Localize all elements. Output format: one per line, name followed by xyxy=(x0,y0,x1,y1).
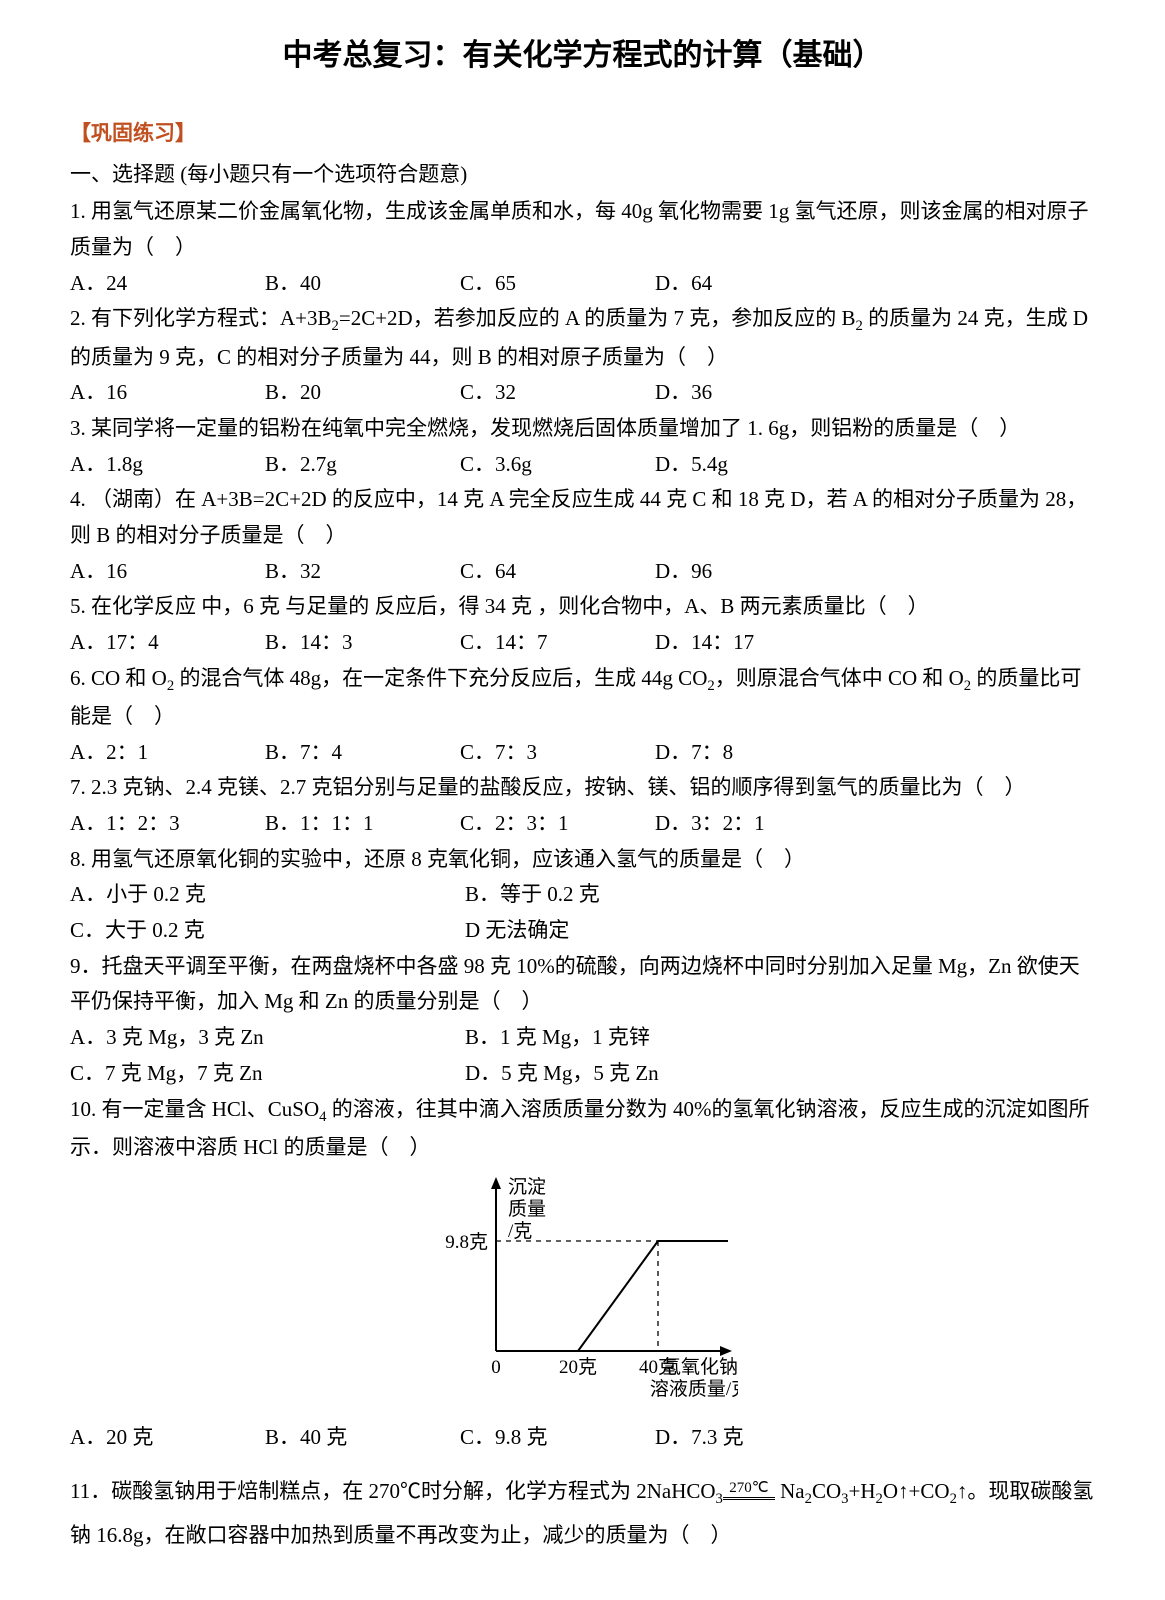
q2-opt-d: D．36 xyxy=(655,375,850,411)
q2-opt-c: C．32 xyxy=(460,375,655,411)
q5-opt-c: C．14：7 xyxy=(460,625,655,661)
q6-opt-b: B．7：4 xyxy=(265,735,460,771)
question-8-options-1: A．小于 0.2 克 B．等于 0.2 克 xyxy=(70,877,1095,913)
question-1: 1. 用氢气还原某二价金属氧化物，生成该金属单质和水，每 40g 氧化物需要 1… xyxy=(70,194,1095,265)
question-4-options: A．16 B．32 C．64 D．96 xyxy=(70,554,1095,590)
question-2: 2. 有下列化学方程式：A+3B2=2C+2D，若参加反应的 A 的质量为 7 … xyxy=(70,301,1095,375)
q4-opt-d: D．96 xyxy=(655,554,850,590)
q9-opt-b: B．1 克 Mg，1 克锌 xyxy=(465,1020,860,1056)
q8-opt-d: D 无法确定 xyxy=(465,913,860,949)
q6-s2: 2 xyxy=(707,678,714,694)
q11-s3: 3 xyxy=(841,1491,848,1507)
q2-opt-a: A．16 xyxy=(70,375,265,411)
q3-opt-d: D．5.4g xyxy=(655,447,850,483)
svg-text:/克: /克 xyxy=(508,1220,532,1242)
q11-s1: 3 xyxy=(716,1491,723,1507)
question-3: 3. 某同学将一定量的铝粉在纯氧中完全燃烧，发现燃烧后固体质量增加了 1. 6g… xyxy=(70,411,1095,447)
question-6-options: A．2：1 B．7：4 C．7：3 D．7：8 xyxy=(70,735,1095,771)
question-4: 4. （湖南）在 A+3B=2C+2D 的反应中，14 克 A 完全反应生成 4… xyxy=(70,482,1095,553)
q8-opt-c: C．大于 0.2 克 xyxy=(70,913,465,949)
cond-line xyxy=(723,1497,775,1500)
q5-opt-b: B．14：3 xyxy=(265,625,460,661)
q11-p2: Na xyxy=(775,1479,805,1503)
q11-s5: 2 xyxy=(950,1491,957,1507)
q5-opt-d: D．14：17 xyxy=(655,625,850,661)
q10-p1: 10. 有一定量含 HCl、CuSO xyxy=(70,1097,319,1121)
q3-opt-b: B．2.7g xyxy=(265,447,460,483)
question-2-options: A．16 B．20 C．32 D．36 xyxy=(70,375,1095,411)
q11-p3: CO xyxy=(812,1479,841,1503)
q6-p2: 的混合气体 48g，在一定条件下充分反应后，生成 44g CO xyxy=(174,666,707,690)
q9-opt-a: A．3 克 Mg，3 克 Zn xyxy=(70,1020,465,1056)
svg-text:0: 0 xyxy=(491,1357,501,1378)
q10-opt-a: A．20 克 xyxy=(70,1420,265,1456)
q2-p2: =2C+2D，若参加反应的 A 的质量为 7 克，参加反应的 B xyxy=(339,306,856,330)
svg-text:氢氧化钠: 氢氧化钠 xyxy=(661,1356,737,1378)
reaction-condition: 270℃ xyxy=(723,1481,775,1501)
svg-text:溶液质量/克: 溶液质量/克 xyxy=(649,1378,737,1400)
q7-opt-c: C．2：3：1 xyxy=(460,806,655,842)
q1-opt-d: D．64 xyxy=(655,266,850,302)
question-1-options: A．24 B．40 C．65 D．64 xyxy=(70,266,1095,302)
question-8-options-2: C．大于 0.2 克 D 无法确定 xyxy=(70,913,1095,949)
q4-opt-a: A．16 xyxy=(70,554,265,590)
q11-s4: 2 xyxy=(876,1491,883,1507)
q2-p1: 2. 有下列化学方程式：A+3B xyxy=(70,306,332,330)
q7-opt-a: A．1：2：3 xyxy=(70,806,265,842)
q9-opt-d: D．5 克 Mg，5 克 Zn xyxy=(465,1056,860,1092)
q6-opt-c: C．7：3 xyxy=(460,735,655,771)
q5-opt-a: A．17：4 xyxy=(70,625,265,661)
chart-svg: 沉淀质量/克9.8克020克40克氢氧化钠溶液质量/克 xyxy=(428,1171,738,1406)
question-10-options: A．20 克 B．40 克 C．9.8 克 D．7.3 克 xyxy=(70,1420,1095,1456)
question-7-options: A．1：2：3 B．1：1：1 C．2：3：1 D．3：2：1 xyxy=(70,806,1095,842)
page-title: 中考总复习：有关化学方程式的计算（基础） xyxy=(70,30,1095,81)
q11-p5: O↑+CO xyxy=(883,1479,950,1503)
precipitate-chart: 沉淀质量/克9.8克020克40克氢氧化钠溶液质量/克 xyxy=(70,1171,1095,1418)
question-9-options-2: C．7 克 Mg，7 克 Zn D．5 克 Mg，5 克 Zn xyxy=(70,1056,1095,1092)
cond-temp: 270℃ xyxy=(723,1481,775,1496)
q11-s2: 2 xyxy=(805,1491,812,1507)
q2-sub2: 2 xyxy=(855,319,862,335)
svg-text:沉淀: 沉淀 xyxy=(508,1176,546,1198)
q1-opt-a: A．24 xyxy=(70,266,265,302)
q4-opt-c: C．64 xyxy=(460,554,655,590)
svg-text:质量: 质量 xyxy=(508,1198,546,1220)
question-5: 5. 在化学反应 中，6 克 与足量的 反应后，得 34 克 ，则化合物中，A、… xyxy=(70,589,1095,625)
q4-opt-b: B．32 xyxy=(265,554,460,590)
q8-opt-b: B．等于 0.2 克 xyxy=(465,877,860,913)
svg-text:9.8克: 9.8克 xyxy=(445,1231,488,1253)
question-8: 8. 用氢气还原氧化铜的实验中，还原 8 克氧化铜，应该通入氢气的质量是（ ） xyxy=(70,842,1095,878)
q2-sub1: 2 xyxy=(332,319,339,335)
question-9-options-1: A．3 克 Mg，3 克 Zn B．1 克 Mg，1 克锌 xyxy=(70,1020,1095,1056)
question-9: 9．托盘天平调至平衡，在两盘烧杯中各盛 98 克 10%的硫酸，向两边烧杯中同时… xyxy=(70,949,1095,1020)
q6-opt-d: D．7：8 xyxy=(655,735,850,771)
question-7: 7. 2.3 克钠、2.4 克镁、2.7 克铝分别与足量的盐酸反应，按钠、镁、铝… xyxy=(70,770,1095,806)
q9-opt-c: C．7 克 Mg，7 克 Zn xyxy=(70,1056,465,1092)
q6-opt-a: A．2：1 xyxy=(70,735,265,771)
question-11: 11．碳酸氢钠用于焙制糕点，在 270℃时分解，化学方程式为 2NaHCO327… xyxy=(70,1470,1095,1557)
question-10: 10. 有一定量含 HCl、CuSO4 的溶液，往其中滴入溶质质量分数为 40%… xyxy=(70,1092,1095,1166)
q10-opt-b: B．40 克 xyxy=(265,1420,460,1456)
q8-opt-a: A．小于 0.2 克 xyxy=(70,877,465,913)
q6-p3: ，则原混合气体中 CO 和 O xyxy=(715,666,964,690)
q7-opt-b: B．1：1：1 xyxy=(265,806,460,842)
q1-opt-c: C．65 xyxy=(460,266,655,302)
question-3-options: A．1.8g B．2.7g C．3.6g D．5.4g xyxy=(70,447,1095,483)
q1-opt-b: B．40 xyxy=(265,266,460,302)
q2-opt-b: B．20 xyxy=(265,375,460,411)
q6-p1: 6. CO 和 O xyxy=(70,666,167,690)
practice-label: 【巩固练习】 xyxy=(70,116,1095,152)
q7-opt-d: D．3：2：1 xyxy=(655,806,850,842)
q10-opt-d: D．7.3 克 xyxy=(655,1420,850,1456)
section-heading: 一、选择题 (每小题只有一个选项符合题意) xyxy=(70,157,1095,193)
q3-opt-a: A．1.8g xyxy=(70,447,265,483)
q3-opt-c: C．3.6g xyxy=(460,447,655,483)
q10-opt-c: C．9.8 克 xyxy=(460,1420,655,1456)
svg-text:20克: 20克 xyxy=(558,1356,596,1378)
question-5-options: A．17：4 B．14：3 C．14：7 D．14：17 xyxy=(70,625,1095,661)
q11-p4: +H xyxy=(849,1479,876,1503)
question-6: 6. CO 和 O 2 的混合气体 48g，在一定条件下充分反应后，生成 44g … xyxy=(70,661,1095,735)
q11-p1: 11．碳酸氢钠用于焙制糕点，在 270℃时分解，化学方程式为 2NaHCO xyxy=(70,1479,716,1503)
